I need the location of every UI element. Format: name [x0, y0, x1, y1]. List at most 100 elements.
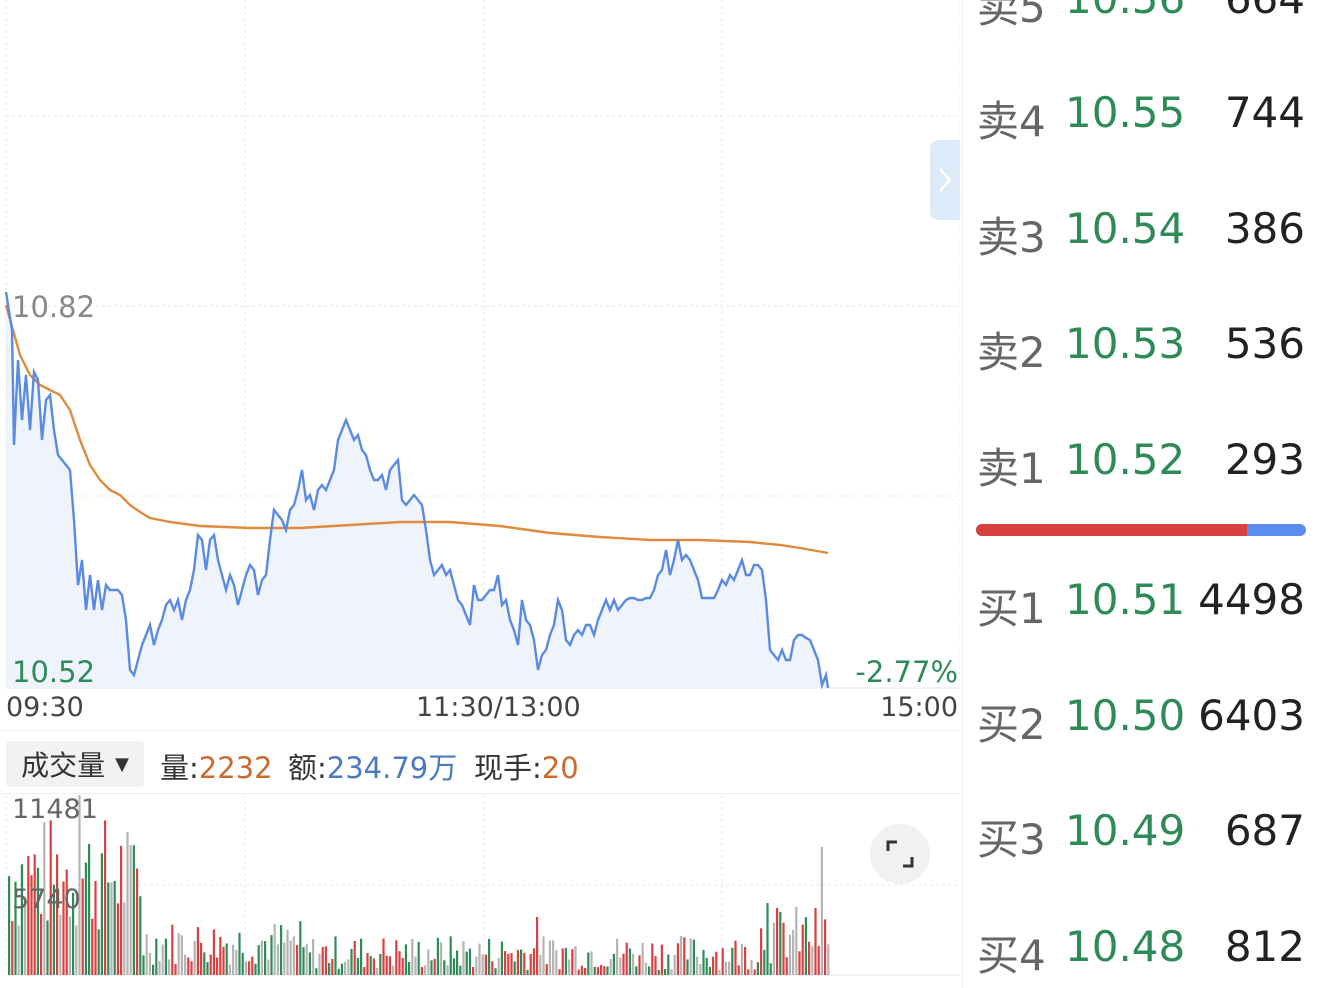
- volume-bar: [657, 970, 660, 975]
- volume-bar: [331, 959, 334, 975]
- volume-bar: [216, 957, 219, 975]
- volume-bar: [523, 952, 526, 975]
- volume-bar: [260, 940, 263, 975]
- volume-bar: [820, 847, 823, 975]
- buy-row-qty: 6403: [1198, 691, 1305, 740]
- volume-bar: [456, 950, 459, 975]
- volume-bar: [388, 956, 391, 975]
- volume-bar: [436, 937, 439, 975]
- volume-bar: [168, 959, 171, 975]
- average-price-line: [4, 304, 829, 555]
- volume-bar: [468, 948, 471, 975]
- volume-bar: [17, 925, 20, 975]
- volume-bar: [465, 951, 468, 975]
- volume-bar: [731, 947, 734, 975]
- volume-bar: [804, 917, 807, 975]
- sell-row-qty: 744: [1224, 88, 1305, 137]
- volume-bar: [132, 845, 135, 975]
- collapse-orderbook-tab[interactable]: [930, 140, 960, 220]
- volume-bar: [385, 955, 388, 975]
- volume-bar: [772, 922, 775, 975]
- volume-bar: [484, 954, 487, 975]
- sell-row-1[interactable]: 卖1 10.52 293: [963, 435, 1320, 495]
- volume-bar: [561, 948, 564, 975]
- volume-bar: [36, 867, 39, 975]
- volume-bar: [552, 940, 555, 975]
- volume-bar: [152, 964, 155, 975]
- volume-bar: [411, 939, 414, 975]
- sell-row-2[interactable]: 卖2 10.53 536: [963, 319, 1320, 379]
- intraday-chart[interactable]: 10.82 10.52 -2.77% 09:30 11:30/13:00 15:…: [0, 0, 960, 988]
- sell-row-qty: 293: [1224, 435, 1305, 484]
- volume-bar: [590, 951, 593, 975]
- volume-bar: [542, 936, 545, 975]
- volume-bar: [574, 946, 577, 975]
- volume-bar: [670, 969, 673, 975]
- volume-bar: [286, 929, 289, 975]
- volume-bar: [267, 959, 270, 975]
- volume-bar: [334, 936, 337, 975]
- volume-bar: [808, 941, 811, 975]
- volume-bar: [123, 902, 126, 975]
- volume-bar: [120, 845, 123, 975]
- volume-bar: [270, 935, 273, 975]
- volume-bar: [664, 969, 667, 975]
- volume-bar: [126, 832, 129, 975]
- buy-row-1[interactable]: 买1 10.51 4498: [963, 575, 1320, 635]
- volume-bar: [555, 950, 558, 975]
- volume-bar: [811, 946, 814, 975]
- sell-row-price: 10.54: [1065, 204, 1186, 253]
- sell-row-3[interactable]: 卖3 10.54 386: [963, 204, 1320, 264]
- volume-bar: [337, 968, 340, 975]
- volume-bar: [251, 956, 254, 975]
- volume-bar: [241, 952, 244, 975]
- volume-bar: [184, 954, 187, 975]
- volume-bar: [472, 967, 475, 975]
- volume-bar: [481, 954, 484, 975]
- buy-row-price: 10.50: [1065, 691, 1186, 740]
- buy-row-4[interactable]: 买4 10.48 812: [963, 922, 1320, 982]
- volume-bar: [14, 881, 17, 975]
- indicator-dropdown[interactable]: 成交量 ▼: [6, 741, 144, 787]
- volume-bar: [113, 880, 116, 975]
- volume-bar: [222, 946, 225, 975]
- sell-row-label: 卖3: [977, 213, 1046, 262]
- volume-bar: [612, 953, 615, 975]
- volume-bar: [753, 969, 756, 975]
- price-area-fill: [6, 292, 828, 688]
- volume-bar: [161, 944, 164, 975]
- order-book: 卖5 10.56 664 卖4 10.55 744 卖3 10.54 386 卖…: [962, 0, 1320, 988]
- volume-bar: [494, 968, 497, 975]
- volume-bar: [440, 942, 443, 975]
- buy-row-3[interactable]: 买3 10.49 687: [963, 806, 1320, 866]
- volume-bar: [686, 959, 689, 975]
- sell-row-4[interactable]: 卖4 10.55 744: [963, 88, 1320, 148]
- volume-bar: [520, 949, 523, 975]
- buy-row-price: 10.49: [1065, 806, 1186, 855]
- sell-row-5[interactable]: 卖5 10.56 664: [963, 0, 1320, 34]
- volume-bar: [52, 884, 55, 975]
- volume-bar: [718, 969, 721, 975]
- sell-row-price: 10.52: [1065, 435, 1186, 484]
- volume-bar: [539, 954, 542, 975]
- expand-button[interactable]: [870, 824, 930, 884]
- hand-stat: 现手:20: [474, 745, 579, 787]
- volume-bar: [283, 942, 286, 975]
- buy-row-2[interactable]: 买2 10.50 6403: [963, 691, 1320, 751]
- volume-bar: [376, 967, 379, 975]
- volume-bar: [708, 966, 711, 975]
- volume-bar: [676, 943, 679, 975]
- volume-bar: [628, 948, 631, 975]
- volume-bar: [788, 934, 791, 975]
- volume-bar: [638, 955, 641, 975]
- time-open-label: 09:30: [6, 692, 84, 723]
- volume-bar: [360, 938, 363, 975]
- chevron-right-icon: [939, 168, 952, 192]
- volume-bar: [296, 945, 299, 975]
- volume-bar: [699, 964, 702, 975]
- volume-bar: [235, 949, 238, 975]
- volume-bar: [305, 943, 308, 975]
- volume-bar: [606, 966, 609, 975]
- volume-bar: [824, 919, 827, 975]
- volume-bar: [56, 854, 59, 975]
